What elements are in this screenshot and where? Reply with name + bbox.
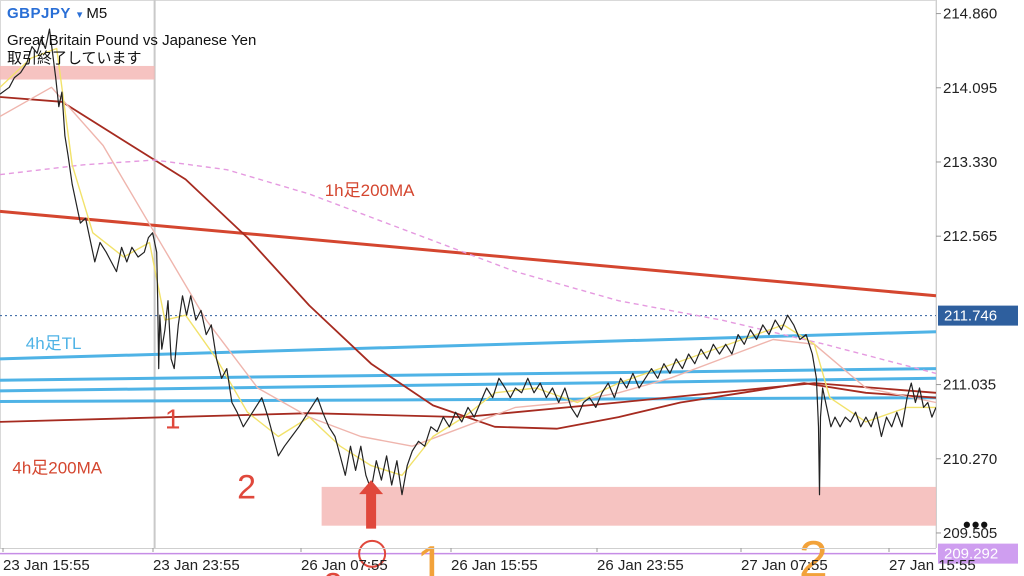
more-options-icon[interactable]: ••• bbox=[963, 512, 990, 537]
symbol-label[interactable]: GBPJPY bbox=[7, 5, 71, 22]
zone-1 bbox=[0, 65, 155, 80]
timeframe-label[interactable]: M5 bbox=[86, 5, 108, 22]
symbol-dropdown-icon[interactable]: ▾ bbox=[76, 9, 83, 21]
moving-average-1 bbox=[0, 209, 937, 298]
y-tick-label-4: 212.565 bbox=[943, 228, 997, 245]
x-tick-label-6: 27 Jan 07:55 bbox=[741, 557, 828, 574]
x-tick-label-4: 26 Jan 15:55 bbox=[451, 557, 538, 574]
annotation-5: 2 bbox=[237, 469, 256, 507]
current-price-label: 211.746 bbox=[944, 308, 997, 325]
moving-average-4 bbox=[0, 159, 937, 375]
chart-header[interactable]: GBPJPY ▾ M5 bbox=[7, 5, 107, 24]
pair-name: Great Britain Pound vs Japanese Yen bbox=[7, 32, 257, 49]
entry-circle-marker bbox=[358, 539, 387, 568]
trend-line-3 bbox=[0, 376, 937, 393]
x-tick-label-1: 23 Jan 15:55 bbox=[3, 557, 90, 574]
y-tick-label-7: 209.505 bbox=[943, 525, 997, 542]
price-line bbox=[0, 28, 937, 496]
y-tick-label-3: 213.330 bbox=[943, 154, 997, 171]
moving-average-2 bbox=[0, 382, 937, 423]
zones bbox=[0, 65, 936, 526]
y-tick-label-5: 211.035 bbox=[943, 377, 996, 394]
annotations: 1h足200MA 4h足TL 4h足200MA 1 2 3 1 2 bbox=[12, 181, 827, 576]
low-level-label: 209.292 bbox=[944, 546, 998, 563]
moving-average-5 bbox=[0, 86, 937, 447]
market-status: 取引終了しています bbox=[7, 50, 142, 67]
grid bbox=[0, 0, 937, 549]
trend-line-1 bbox=[0, 330, 937, 361]
trend-line-4 bbox=[0, 396, 937, 403]
y-tick-label-2: 214.095 bbox=[943, 80, 997, 97]
zone-2 bbox=[321, 486, 936, 526]
y-axis-background bbox=[936, 0, 1024, 576]
low-level-box bbox=[938, 543, 1018, 564]
x-tick-label-3: 26 Jan 07:55 bbox=[301, 557, 388, 574]
plot-frame bbox=[0, 0, 937, 549]
annotation-4: 1 bbox=[165, 404, 181, 435]
current-price-box bbox=[938, 305, 1018, 326]
markers bbox=[358, 480, 387, 568]
x-tick-label-7: 27 Jan 15:55 bbox=[889, 557, 976, 574]
moving-averages bbox=[0, 47, 937, 476]
moving-average-6 bbox=[0, 47, 936, 476]
annotation-8: 2 bbox=[799, 531, 828, 576]
price-series bbox=[0, 28, 937, 496]
annotation-6: 3 bbox=[324, 566, 343, 576]
entry-arrow-icon bbox=[359, 480, 384, 529]
y-tick-label-6: 210.270 bbox=[943, 451, 997, 468]
annotation-3: 4h足200MA bbox=[12, 458, 102, 477]
trend-lines bbox=[0, 330, 937, 403]
annotation-2: 4h足TL bbox=[26, 334, 82, 353]
x-tick-label-5: 26 Jan 23:55 bbox=[597, 557, 684, 574]
annotation-1: 1h足200MA bbox=[325, 181, 415, 200]
x-tick-label-2: 23 Jan 23:55 bbox=[153, 557, 240, 574]
level-lines bbox=[0, 315, 936, 555]
trend-line-2 bbox=[0, 367, 937, 382]
y-tick-label-1: 214.860 bbox=[943, 6, 997, 23]
annotation-7: 1 bbox=[416, 536, 445, 576]
